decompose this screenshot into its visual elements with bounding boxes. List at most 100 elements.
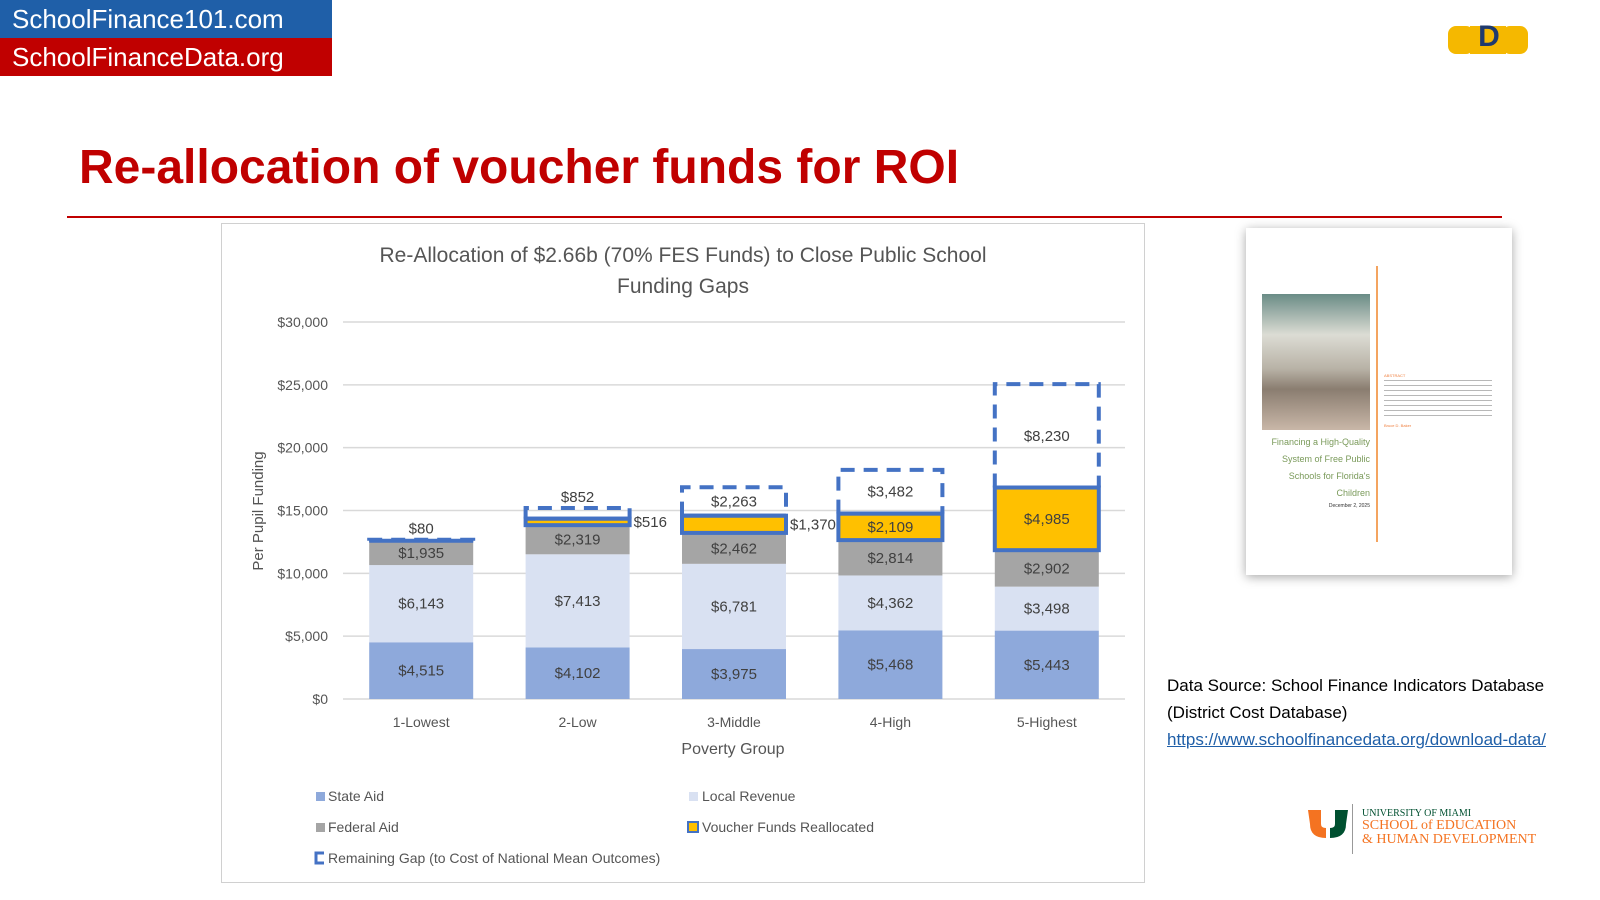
legend-swatch-local	[689, 792, 698, 801]
y-tick-label: $20,000	[277, 440, 328, 456]
report-author: Bruce D. Baker	[1384, 423, 1412, 428]
bar-segment-state	[838, 630, 943, 699]
bar-segment-state	[682, 649, 786, 699]
legend-local: Local Revenue	[702, 788, 796, 804]
bar-segment-state	[994, 630, 1099, 699]
report-title-line: Financing a High-Quality	[1271, 437, 1370, 447]
data-label: $516	[634, 514, 667, 531]
data-label: $852	[561, 489, 594, 506]
legend-swatch-state	[316, 792, 325, 801]
page-title: Re-allocation of voucher funds for ROI	[79, 141, 960, 194]
bar-segment-local	[838, 575, 943, 631]
data-label: $4,985	[1024, 511, 1070, 528]
brand-schoolfinance101: SchoolFinance101.com	[0, 0, 332, 38]
data-label: $5,468	[867, 657, 913, 674]
data-label: $2,263	[711, 493, 757, 510]
source-text: Data Source: School Finance Indicators D…	[1167, 676, 1545, 722]
legend-swatch-gap	[314, 851, 324, 865]
data-label: $4,362	[867, 595, 913, 612]
x-tick-label: 3-Middle	[707, 714, 761, 730]
y-tick-label: $25,000	[277, 377, 328, 393]
y-tick-label: $15,000	[277, 503, 328, 519]
bar-segment-state	[525, 647, 630, 699]
chart-title-line2: Funding Gaps	[617, 275, 749, 298]
bar-segment-voucher	[838, 513, 943, 541]
data-label: $3,975	[711, 666, 757, 683]
remaining-gap-outline	[523, 505, 632, 519]
report-date: December 2, 2025	[1328, 503, 1370, 509]
bar-segment-voucher	[525, 518, 630, 526]
orange-divider	[1376, 266, 1378, 542]
data-label: $7,413	[555, 593, 601, 610]
bar-segment-local	[525, 554, 630, 648]
um-line2: SCHOOL of EDUCATION	[1362, 818, 1517, 833]
chart-title-line1: Re-Allocation of $2.66b (70% FES Funds) …	[380, 244, 987, 267]
data-label: $2,109	[867, 519, 913, 536]
bar-segment-state	[369, 642, 474, 699]
stacked-bar-chart: Re-Allocation of $2.66b (70% FES Funds) …	[250, 244, 1125, 866]
x-tick-label: 1-Lowest	[393, 714, 450, 730]
data-label: $4,102	[555, 665, 601, 682]
bar-segment-local	[369, 565, 474, 643]
y-tick-label: $10,000	[277, 565, 328, 581]
y-tick-label: $0	[312, 691, 328, 707]
remaining-gap-outline	[836, 467, 945, 514]
data-label: $2,902	[1024, 560, 1070, 577]
report-title: Financing a High-Quality System of Free …	[1250, 434, 1370, 511]
legend-voucher: Voucher Funds Reallocated	[702, 819, 874, 835]
y-tick-label: $30,000	[277, 314, 328, 330]
data-source: Data Source: School Finance Indicators D…	[1167, 672, 1557, 753]
report-cover-thumbnail[interactable]: Financing a High-Quality System of Free …	[1246, 228, 1512, 575]
chart-container: Re-Allocation of $2.66b (70% FES Funds) …	[221, 223, 1145, 883]
bar-segment-federal	[838, 540, 943, 576]
data-label: $2,814	[867, 550, 913, 567]
report-title-line: Children	[1336, 488, 1370, 498]
report-title-line: Schools for Florida's	[1288, 471, 1370, 481]
bar-segment-voucher	[994, 487, 1099, 551]
bdb-logo: D	[1448, 20, 1528, 54]
brand-schoolfinancedata: SchoolFinanceData.org	[0, 38, 332, 76]
um-line3: & HUMAN DEVELOPMENT	[1362, 832, 1537, 847]
building-photo	[1262, 294, 1370, 430]
data-label: $6,781	[711, 598, 757, 615]
bar-segment-federal	[525, 525, 630, 555]
abstract-text	[1384, 380, 1492, 416]
legend: State Aid Local Revenue Federal Aid Vouc…	[314, 788, 874, 866]
data-label: $5,443	[1024, 657, 1070, 674]
um-line1: UNIVERSITY OF MIAMI	[1362, 808, 1472, 819]
legend-swatch-voucher	[687, 821, 699, 833]
legend-state: State Aid	[328, 788, 384, 804]
y-tick-label: $5,000	[285, 628, 328, 644]
legend-gap: Remaining Gap (to Cost of National Mean …	[328, 850, 660, 866]
data-label: $3,482	[867, 484, 913, 501]
x-tick-label: 2-Low	[559, 714, 598, 730]
x-tick-label: 5-Highest	[1017, 714, 1077, 730]
data-label: $4,515	[398, 663, 444, 680]
title-divider	[67, 216, 1502, 218]
data-label: $2,319	[555, 532, 601, 549]
bar-segment-federal	[369, 540, 474, 566]
bar-segment-federal	[994, 550, 1099, 587]
data-label: $2,462	[711, 540, 757, 557]
x-axis-label: Poverty Group	[681, 741, 784, 758]
x-tick-label: 4-High	[870, 714, 911, 730]
remaining-gap-outline	[680, 485, 788, 516]
source-link[interactable]: https://www.schoolfinancedata.org/downlo…	[1167, 730, 1546, 749]
data-label: $3,498	[1024, 601, 1070, 618]
bar-segment-local	[682, 563, 786, 650]
data-label: $1,935	[398, 545, 444, 562]
u-logo-icon	[1308, 810, 1348, 838]
legend-federal: Federal Aid	[328, 819, 399, 835]
data-label: $8,230	[1024, 428, 1070, 445]
bar-segment-voucher	[682, 515, 786, 533]
data-label: $6,143	[398, 596, 444, 613]
data-label: $1,370	[790, 516, 836, 533]
data-label: $80	[409, 521, 434, 538]
bar-segment-local	[994, 586, 1099, 631]
legend-swatch-federal	[316, 823, 325, 832]
remaining-gap-outline	[992, 382, 1101, 488]
report-title-line: System of Free Public	[1281, 454, 1370, 464]
bar-segment-federal	[682, 532, 786, 564]
svg-text:D: D	[1478, 20, 1500, 53]
y-axis-label: Per Pupil Funding	[250, 451, 267, 570]
